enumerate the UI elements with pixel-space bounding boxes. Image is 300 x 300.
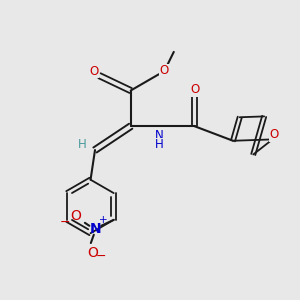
Text: O: O [89, 65, 99, 78]
Text: O: O [70, 209, 81, 223]
Text: −: − [60, 216, 70, 229]
Text: −: − [96, 250, 106, 263]
Text: N: N [89, 222, 101, 236]
Text: O: O [160, 64, 169, 77]
Text: O: O [87, 245, 98, 260]
Text: +: + [99, 215, 108, 225]
Text: O: O [190, 83, 199, 96]
Text: H: H [78, 138, 87, 151]
Text: O: O [269, 128, 279, 141]
Text: H: H [154, 138, 163, 151]
Text: N: N [154, 129, 163, 142]
